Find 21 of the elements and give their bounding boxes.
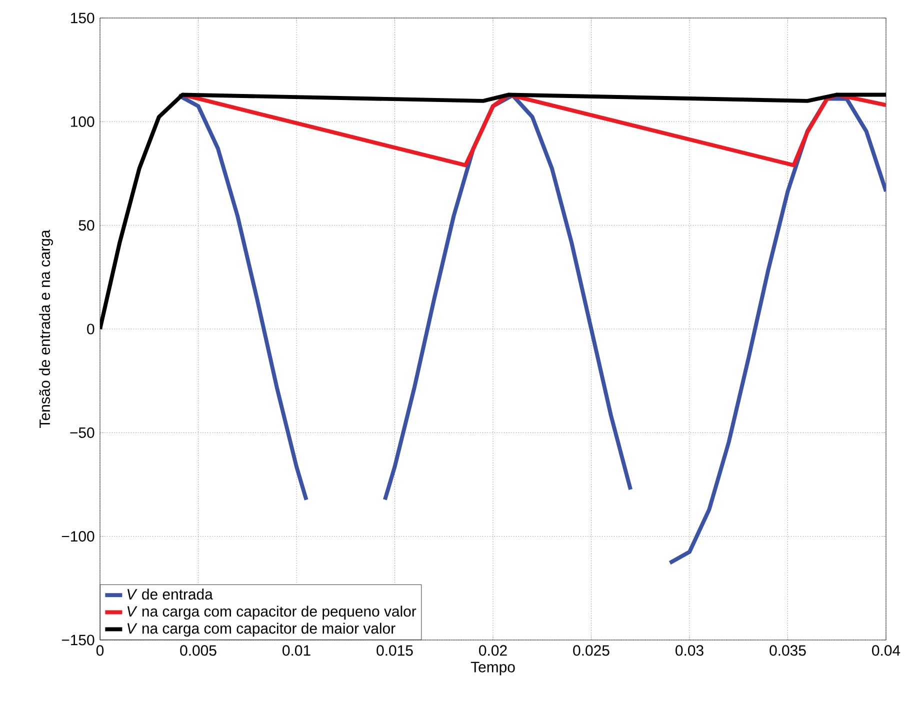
x-tick-label: 0.005 [180, 645, 216, 656]
y-axis-title: Tensão de entrada e na carga [39, 230, 53, 428]
y-tick-label: 150 [71, 12, 94, 24]
legend-label: V na carga com capacitor de pequeno valor [127, 606, 416, 620]
y-tick-label: 0 [87, 324, 94, 334]
x-tick-label: 0.03 [676, 645, 704, 656]
y-tick-label: −100 [62, 531, 94, 542]
legend-label: V de entrada [127, 588, 213, 600]
y-tick-label: 100 [71, 116, 94, 127]
legend-label: V na carga com capacitor de maior valor [127, 622, 396, 637]
x-tick-label: 0.025 [573, 645, 610, 656]
x-tick-label: 0.015 [376, 645, 413, 656]
x-tick-label: 0.02 [479, 645, 507, 656]
x-tick-label: 0 [96, 645, 104, 656]
x-tick-label: 0.035 [770, 645, 806, 656]
y-tick-label: −50 [70, 427, 94, 438]
y-tick-label: −150 [62, 634, 94, 646]
x-tick-label: 0.04 [872, 645, 900, 656]
x-axis-title: Tempo [470, 662, 515, 676]
y-tick-label: 50 [78, 220, 94, 231]
x-tick-label: 0.01 [282, 645, 310, 656]
